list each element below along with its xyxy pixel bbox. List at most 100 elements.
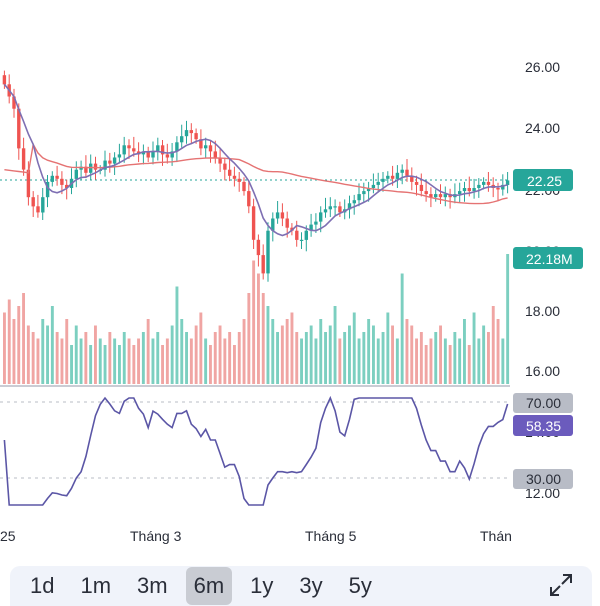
volume-bar: [482, 325, 486, 384]
range-button-6m[interactable]: 6m: [185, 567, 233, 605]
volume-bar: [17, 306, 21, 384]
volume-bar: [300, 338, 303, 384]
volume-bar: [156, 332, 160, 384]
volume-bar: [362, 332, 366, 384]
volume-bar: [491, 306, 495, 384]
volume-bar: [415, 338, 418, 384]
price-tick-26: 26.00: [525, 59, 560, 75]
candle-body: [112, 157, 117, 164]
candle-body: [117, 154, 122, 158]
candle-body: [223, 163, 227, 170]
candle-body: [295, 230, 299, 240]
candle-body: [309, 224, 313, 231]
last-volume-badge: 22.18M: [513, 247, 583, 269]
volume-bar: [319, 319, 323, 384]
volume-bar: [496, 319, 500, 384]
volume-bar: [218, 325, 222, 384]
candle-body: [247, 191, 251, 207]
range-button-1d[interactable]: 1d: [22, 567, 62, 605]
volume-bar: [213, 332, 217, 384]
volume-bar: [314, 338, 318, 384]
expand-icon[interactable]: [548, 572, 574, 598]
candle-body: [228, 169, 232, 176]
candle-body: [347, 203, 352, 210]
price-tick-16: 16.00: [525, 363, 560, 379]
volume-bar: [463, 319, 466, 384]
candle-body: [156, 145, 160, 152]
volume-bar: [7, 299, 11, 384]
volume-bar: [161, 345, 164, 384]
rsi-level-70: 70.00: [526, 395, 561, 411]
candle-body: [151, 151, 155, 158]
volume-bar: [357, 338, 361, 384]
x-label-month-7: Thán: [480, 528, 512, 544]
volume-bar: [257, 273, 260, 384]
volume-bar: [98, 338, 102, 384]
candle-body: [237, 178, 241, 182]
candle-body: [477, 184, 481, 188]
volume-bar: [247, 293, 251, 384]
volume-bar: [429, 338, 433, 384]
volume-bar: [324, 332, 327, 384]
candle-body: [108, 160, 112, 164]
candle-body: [390, 175, 395, 179]
volume-bar: [209, 345, 212, 384]
volume-bar: [137, 338, 140, 384]
volume-bar: [290, 312, 294, 384]
candle-body: [21, 148, 26, 170]
volume-bar: [118, 345, 121, 384]
candle-body: [26, 169, 31, 198]
candle-body: [208, 145, 213, 152]
candle-body: [194, 133, 198, 140]
candle-body: [55, 175, 59, 179]
candle-body: [323, 209, 328, 213]
volume-bar: [84, 332, 88, 384]
candle-body: [122, 145, 126, 155]
volume-bar: [439, 325, 442, 384]
volume-bar: [132, 345, 136, 384]
candle-body: [299, 239, 304, 241]
volume-bar: [141, 332, 145, 384]
candle-body: [184, 130, 189, 137]
range-button-1y[interactable]: 1y: [242, 567, 281, 605]
volume-bar: [199, 312, 203, 384]
volume-bar: [60, 338, 64, 384]
rsi-30-badge: 30.00: [513, 469, 573, 489]
range-button-1m[interactable]: 1m: [72, 567, 119, 605]
candle-body: [486, 181, 491, 185]
candlestick-chart[interactable]: 26.00 24.00 22.00 20.00 18.00 16.00 14.0…: [0, 0, 600, 560]
candle-body: [160, 145, 165, 155]
rsi-panel: [0, 395, 510, 506]
range-button-3m[interactable]: 3m: [129, 567, 176, 605]
candle-body: [50, 175, 54, 182]
volume-bar: [261, 293, 265, 384]
volume-bar: [41, 319, 45, 384]
candle-body: [180, 136, 184, 143]
candle-body: [127, 145, 131, 149]
volume-bar: [252, 260, 256, 384]
volume-bar: [280, 325, 284, 384]
volume-bar: [395, 338, 399, 384]
price-tick-18: 18.00: [525, 303, 560, 319]
candle-body: [79, 166, 83, 170]
x-label-year: 25: [0, 528, 16, 544]
volume-bar: [50, 306, 54, 384]
candle-body: [443, 194, 447, 198]
candle-body: [505, 180, 510, 185]
volume-bar: [65, 319, 69, 384]
ma-long-line: [4, 142, 508, 205]
candle-body: [204, 145, 208, 149]
candle-body: [319, 212, 323, 222]
range-selector: 1d 1m 3m 6m 1y 3y 5y: [10, 566, 592, 606]
range-button-5y[interactable]: 5y: [341, 567, 380, 605]
volume-bar: [372, 325, 375, 384]
candle-body: [496, 188, 500, 190]
volume-bar: [352, 312, 356, 384]
volume-bar: [94, 325, 97, 384]
candle-body: [472, 188, 476, 192]
candle-body: [501, 184, 505, 190]
candle-body: [84, 166, 88, 173]
volume-bar: [185, 332, 188, 384]
range-button-3y[interactable]: 3y: [291, 567, 330, 605]
candle-body: [251, 206, 256, 240]
